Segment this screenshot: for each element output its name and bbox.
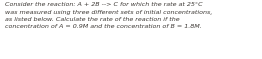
Text: Consider the reaction: A + 2B --> C for which the rate at 25°C
was measured usin: Consider the reaction: A + 2B --> C for … [5, 2, 212, 29]
